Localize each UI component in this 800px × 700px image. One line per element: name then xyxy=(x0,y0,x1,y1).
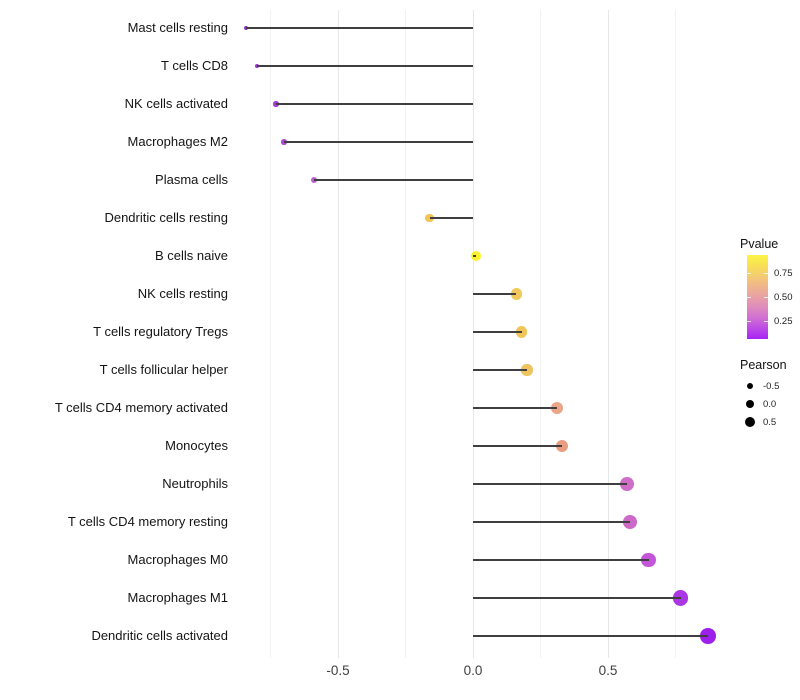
pearson-legend-label: -0.5 xyxy=(763,381,780,392)
row-label: Macrophages M0 xyxy=(127,552,228,567)
row-label: Plasma cells xyxy=(155,172,228,187)
gridline-minor xyxy=(270,10,271,658)
pvalue-tick-mark xyxy=(747,272,751,274)
lollipop-stem xyxy=(246,27,473,29)
data-point-dot xyxy=(425,213,435,223)
data-point-dot xyxy=(673,590,689,606)
pearson-legend-label: 0.0 xyxy=(763,399,777,410)
lollipop-stem xyxy=(473,369,527,371)
lollipop-stem xyxy=(313,179,473,181)
row-label: Mast cells resting xyxy=(127,20,228,35)
data-point-dot xyxy=(555,439,569,453)
pvalue-tick-mark xyxy=(747,297,751,298)
pearson-legend-title: Pearson xyxy=(740,358,787,372)
lollipop-stem xyxy=(473,559,649,561)
gridline-major xyxy=(607,10,609,658)
row-label: T cells CD4 memory resting xyxy=(67,514,228,529)
gridline-minor xyxy=(675,10,676,658)
lollipop-stem xyxy=(473,445,563,447)
lollipop-stem xyxy=(473,255,476,257)
pvalue-tick-label: 0.75 xyxy=(774,267,793,279)
lollipop-stem xyxy=(473,635,708,637)
data-point-dot xyxy=(281,139,287,145)
row-label: Macrophages M2 xyxy=(127,134,228,149)
row-label: Neutrophils xyxy=(162,476,228,491)
row-label: Macrophages M1 xyxy=(127,590,228,605)
pvalue-colorbar xyxy=(747,255,768,339)
lollipop-stem xyxy=(257,65,473,67)
lollipop-stem xyxy=(275,103,473,105)
lollipop-stem xyxy=(473,597,681,599)
data-point-dot xyxy=(470,250,481,262)
row-label: Dendritic cells resting xyxy=(104,210,228,225)
row-label: B cells naive xyxy=(155,248,228,263)
pvalue-tick-label: 0.25 xyxy=(774,316,793,328)
x-axis-tick-label: 0.0 xyxy=(463,663,483,678)
gridline-minor xyxy=(540,10,541,658)
gridline-major xyxy=(472,10,474,658)
pvalue-tick-mark xyxy=(764,297,768,298)
lollipop-stem xyxy=(473,293,517,295)
row-label: T cells follicular helper xyxy=(99,362,228,377)
pvalue-tick-mark xyxy=(747,321,751,323)
pvalue-tick-mark xyxy=(764,321,768,323)
lollipop-stem xyxy=(429,217,473,219)
data-point-dot xyxy=(510,288,522,300)
lollipop-stem xyxy=(473,483,627,485)
lollipop-stem xyxy=(473,331,522,333)
row-label: Dendritic cells activated xyxy=(91,628,228,643)
lollipop-stem xyxy=(284,141,473,143)
pearson-legend-label: 0.5 xyxy=(763,417,777,428)
lollipop-stem xyxy=(473,407,557,409)
row-label: T cells CD4 memory activated xyxy=(54,400,228,415)
pvalue-tick-mark xyxy=(764,272,768,274)
pearson-legend-dot xyxy=(744,416,756,428)
lollipop-stem xyxy=(473,521,630,523)
row-label: NK cells activated xyxy=(124,96,228,111)
pearson-legend-dot xyxy=(745,399,755,409)
gridline-major xyxy=(337,10,339,658)
data-point-dot xyxy=(254,63,260,69)
pvalue-legend-title: Pvalue xyxy=(740,237,779,251)
row-label: Monocytes xyxy=(165,438,228,453)
data-point-dot xyxy=(700,628,716,644)
row-label: NK cells resting xyxy=(137,286,228,301)
pvalue-tick-label: 0.50 xyxy=(774,292,793,303)
row-label: T cells CD8 xyxy=(161,58,228,73)
gridline-minor xyxy=(405,10,406,658)
pearson-legend-dot xyxy=(746,382,754,390)
x-axis-tick-label: -0.5 xyxy=(326,663,350,678)
row-label: T cells regulatory Tregs xyxy=(93,324,228,339)
x-axis-tick-label: 0.5 xyxy=(598,663,618,678)
